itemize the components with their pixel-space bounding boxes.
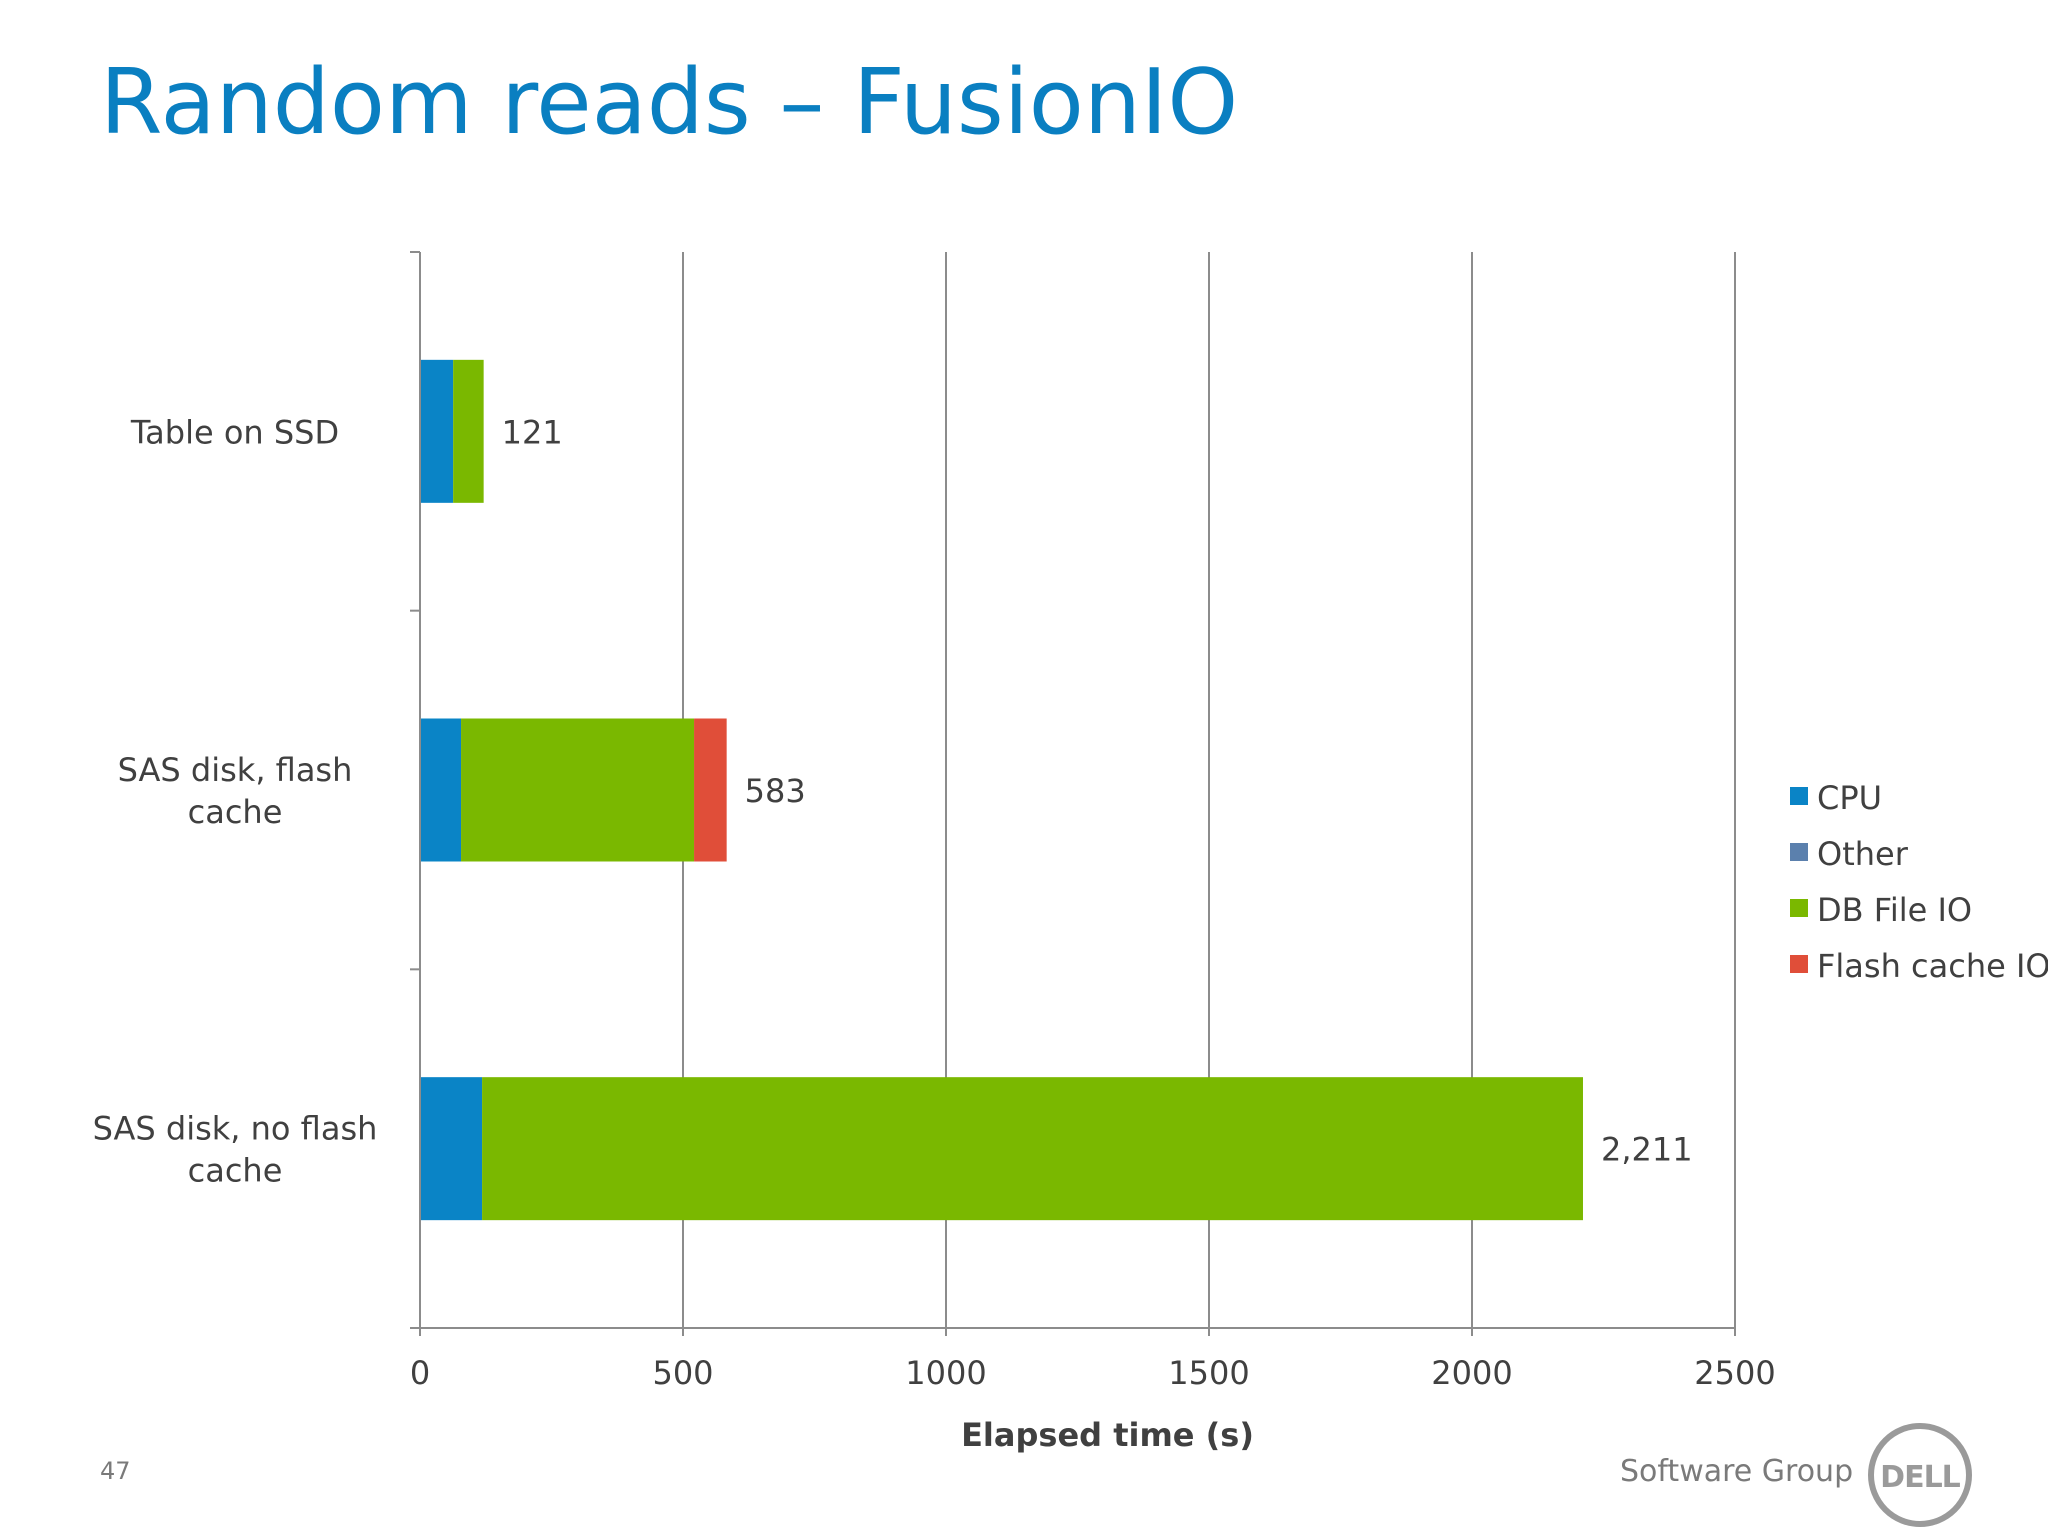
x-tick-label: 1500 [1168,1354,1249,1392]
dell-logo: DELL [1868,1423,1972,1527]
bar-cpu [420,1077,483,1221]
x-tick-label: 1000 [905,1354,986,1392]
bar-flash-cache-io [694,718,727,862]
legend-swatch-flash-cache-io [1790,955,1808,973]
x-tick-label: 0 [410,1354,430,1392]
bar-cpu [420,718,462,862]
page-number: 47 [100,1457,131,1485]
svg-text:DELL: DELL [1880,1460,1961,1495]
legend-swatch-db-file-io [1790,899,1808,917]
labels: 0 500 1000 1500 2000 2500 121 Table on SSD 583 SA… [93,413,1776,1454]
x-tick-label: 500 [652,1354,713,1392]
axes [410,251,1736,1336]
category-label: SAS disk, no flash cache [93,1110,378,1190]
legend-label: CPU [1817,779,1882,817]
legend-swatch-cpu [1790,787,1808,805]
bar-total-label: 2,211 [1601,1131,1693,1169]
bar-cpu [420,359,454,503]
brand-text: Software Group [1620,1454,1854,1489]
legend-label: Flash cache IO [1817,947,2048,985]
category-label: Table on SSD [130,413,339,451]
legend-swatch-other [1790,843,1808,861]
bar-total-label: 583 [745,772,806,810]
bar-total-label: 121 [502,413,563,451]
legend-label: Other [1817,835,1909,873]
bars [420,359,1583,1221]
bar-db-file-io [453,359,484,503]
bar-db-file-io [461,718,695,862]
x-tick-label: 2000 [1431,1354,1512,1392]
legend: CPU Other DB File IO Flash cache IO [1790,779,2048,985]
legend-label: DB File IO [1817,891,1972,929]
x-tick-label: 2500 [1694,1354,1775,1392]
slide-title: Random reads – FusionIO [100,50,1239,155]
x-axis-title: Elapsed time (s) [961,1416,1254,1454]
category-label: SAS disk, flash cache [118,751,353,831]
bar-db-file-io [482,1077,1583,1221]
